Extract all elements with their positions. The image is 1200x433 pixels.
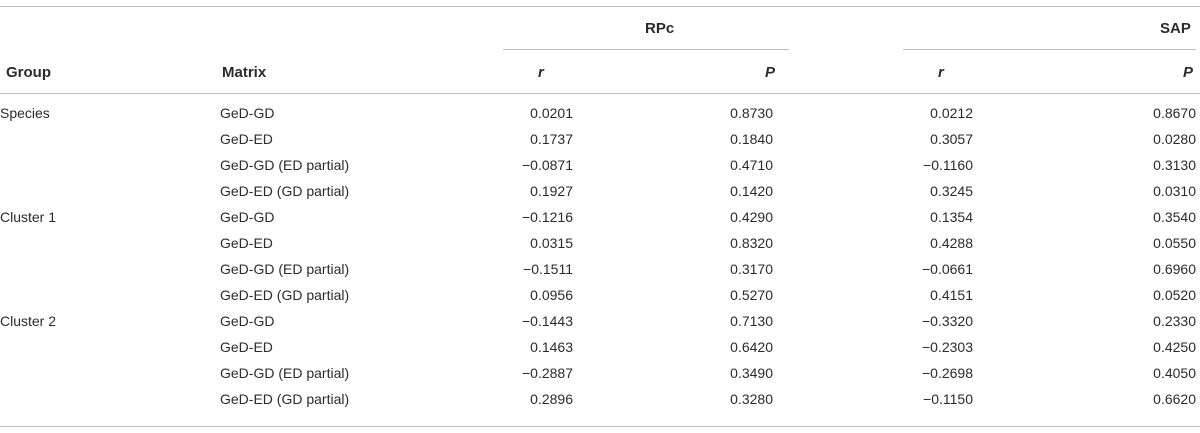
header-sap: SAP — [1160, 20, 1191, 37]
cell-rpc-r: 0.0315 — [530, 235, 573, 251]
cell-sap-p: 0.0520 — [1153, 287, 1196, 303]
cell-rpc-r: 0.0201 — [530, 105, 573, 121]
cell-sap-p: 0.6960 — [1153, 261, 1196, 277]
cell-rpc-p: 0.3170 — [730, 261, 773, 277]
cell-matrix: GeD-GD (ED partial) — [220, 157, 350, 173]
cell-group — [0, 256, 220, 282]
rpc-group-rule — [503, 49, 789, 50]
cell-rpc-p: 0.3490 — [730, 365, 773, 381]
cell-matrix: GeD-ED (GD partial) — [220, 287, 350, 303]
table-top-rule — [0, 6, 1200, 7]
cell-group: Species — [0, 105, 50, 121]
cell-sap-r: 0.1354 — [930, 209, 973, 225]
cell-group — [0, 386, 220, 412]
cell-sap-r: 0.4151 — [930, 287, 973, 303]
cell-sap-p: 0.2330 — [1153, 313, 1196, 329]
cell-sap-r: 0.4288 — [930, 235, 973, 251]
cell-rpc-r: 0.0956 — [530, 287, 573, 303]
cell-group: Cluster 1 — [0, 209, 57, 225]
cell-rpc-r: −0.0871 — [522, 157, 573, 173]
cell-rpc-p: 0.1420 — [730, 183, 773, 199]
table-row: Cluster 1 GeD-GD −0.1216 0.4290 0.1354 0.3540 — [0, 204, 1196, 230]
table-row: GeD-ED 0.0315 0.8320 0.4288 0.0550 — [0, 230, 1196, 256]
cell-sap-r: −0.1150 — [923, 391, 973, 407]
cell-matrix: GeD-ED — [220, 235, 273, 251]
header-matrix: Matrix — [222, 64, 267, 81]
header-sap-p: P — [1183, 64, 1194, 81]
table-row: GeD-ED 0.1463 0.6420 −0.2303 0.4250 — [0, 334, 1196, 360]
table-row: GeD-ED (GD partial) 0.2896 0.3280 −0.1150 0.… — [0, 386, 1196, 412]
cell-sap-r: −0.3320 — [922, 313, 973, 329]
cell-group: Cluster 2 — [0, 313, 57, 329]
table-row: GeD-GD (ED partial) −0.2887 0.3490 −0.2698 0… — [0, 360, 1196, 386]
cell-matrix: GeD-GD (ED partial) — [220, 365, 350, 381]
cell-matrix: GeD-ED (GD partial) — [220, 183, 350, 199]
sap-group-rule — [903, 49, 1196, 50]
header-sap-r: r — [938, 64, 944, 81]
cell-sap-r: 0.3245 — [930, 183, 973, 199]
cell-matrix: GeD-GD (ED partial) — [220, 261, 350, 277]
cell-rpc-r: −0.1443 — [522, 313, 573, 329]
cell-sap-r: −0.2303 — [922, 339, 973, 355]
cell-rpc-p: 0.5270 — [730, 287, 773, 303]
cell-sap-p: 0.4250 — [1153, 339, 1196, 355]
cell-group — [0, 334, 220, 360]
cell-rpc-r: 0.1927 — [530, 183, 573, 199]
cell-sap-p: 0.0550 — [1153, 235, 1196, 251]
table-bottom-rule — [0, 426, 1200, 427]
cell-group — [0, 230, 220, 256]
cell-sap-p: 0.0280 — [1153, 131, 1196, 147]
table-row: GeD-ED (GD partial) 0.0956 0.5270 0.4151 0.0… — [0, 282, 1196, 308]
table-row: GeD-ED (GD partial) 0.1927 0.1420 0.3245 0.0… — [0, 178, 1196, 204]
cell-sap-p: 0.6620 — [1153, 391, 1196, 407]
cell-sap-p: 0.4050 — [1153, 365, 1196, 381]
table-row: Cluster 2 GeD-GD −0.1443 0.7130 −0.3320 0.233… — [0, 308, 1196, 334]
cell-rpc-p: 0.3280 — [730, 391, 773, 407]
cell-rpc-p: 0.8320 — [730, 235, 773, 251]
header-bottom-rule — [0, 93, 1200, 94]
cell-rpc-r: 0.1463 — [530, 339, 573, 355]
cell-sap-r: 0.3057 — [930, 131, 973, 147]
cell-rpc-r: −0.1216 — [522, 209, 573, 225]
cell-sap-p: 0.3130 — [1153, 157, 1196, 173]
cell-matrix: GeD-ED — [220, 131, 273, 147]
table-row: GeD-GD (ED partial) −0.0871 0.4710 −0.1160 0… — [0, 152, 1196, 178]
cell-sap-p: 0.8670 — [1153, 105, 1196, 121]
table-body: Species GeD-GD 0.0201 0.8730 0.0212 0.8670 GeD… — [0, 100, 1196, 412]
cell-sap-r: −0.0661 — [922, 261, 973, 277]
cell-rpc-p: 0.6420 — [730, 339, 773, 355]
header-rpc-r: r — [538, 64, 544, 81]
header-group: Group — [6, 64, 51, 81]
cell-group — [0, 178, 220, 204]
cell-matrix: GeD-GD — [220, 105, 275, 121]
cell-matrix: GeD-ED — [220, 339, 273, 355]
cell-sap-r: −0.2698 — [922, 365, 973, 381]
cell-rpc-p: 0.4710 — [730, 157, 773, 173]
cell-rpc-r: 0.2896 — [530, 391, 573, 407]
table-row: Species GeD-GD 0.0201 0.8730 0.0212 0.8670 — [0, 100, 1196, 126]
cell-sap-r: −0.1160 — [923, 157, 973, 173]
cell-sap-r: 0.0212 — [930, 105, 973, 121]
cell-rpc-p: 0.7130 — [730, 313, 773, 329]
table-row: GeD-GD (ED partial) −0.1511 0.3170 −0.0661 0… — [0, 256, 1196, 282]
cell-rpc-p: 0.1840 — [730, 131, 773, 147]
header-rpc-p: P — [765, 64, 776, 81]
cell-rpc-r: −0.2887 — [522, 365, 573, 381]
cell-group — [0, 152, 220, 178]
cell-sap-p: 0.0310 — [1153, 183, 1196, 199]
cell-matrix: GeD-ED (GD partial) — [220, 391, 350, 407]
cell-matrix: GeD-GD — [220, 209, 275, 225]
table-row: GeD-ED 0.1737 0.1840 0.3057 0.0280 — [0, 126, 1196, 152]
cell-group — [0, 282, 220, 308]
cell-matrix: GeD-GD — [220, 313, 275, 329]
cell-sap-p: 0.3540 — [1153, 209, 1196, 225]
cell-rpc-r: −0.1511 — [523, 261, 573, 277]
cell-rpc-r: 0.1737 — [530, 131, 573, 147]
cell-rpc-p: 0.8730 — [730, 105, 773, 121]
cell-group — [0, 126, 220, 152]
cell-group — [0, 360, 220, 386]
header-rpc: RPc — [645, 20, 675, 37]
cell-rpc-p: 0.4290 — [730, 209, 773, 225]
